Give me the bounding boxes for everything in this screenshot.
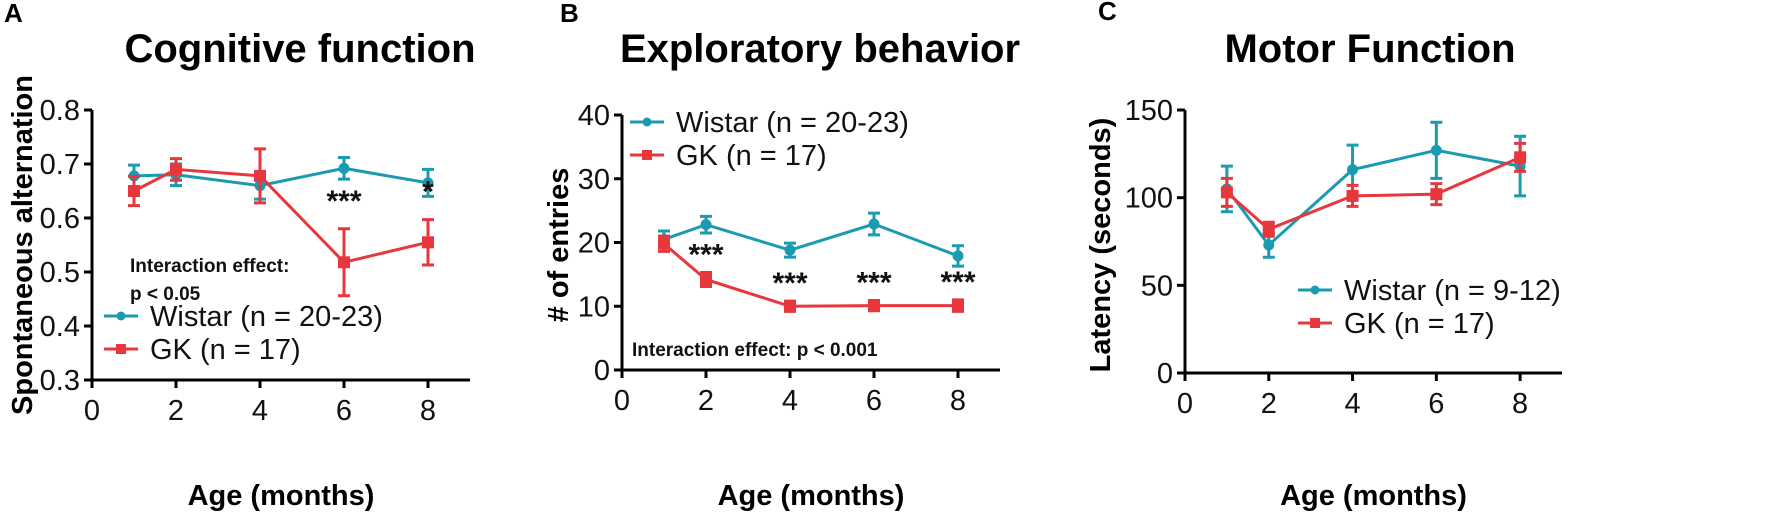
chart-title: Cognitive function [124, 27, 475, 71]
y-tick-label: 0.6 [40, 203, 80, 235]
y-tick-label: 100 [1125, 183, 1173, 215]
x-tick-label: 6 [336, 395, 352, 427]
legend-marker [642, 117, 652, 127]
legend-marker [1310, 285, 1320, 295]
data-point [1346, 189, 1359, 202]
data-point [952, 299, 964, 312]
x-tick-label: 6 [1428, 388, 1444, 420]
x-axis-label: Age (months) [1280, 480, 1467, 512]
y-tick-label: 40 [578, 100, 610, 132]
legend-label: Wistar (n = 20-23) [150, 301, 383, 333]
panel-a: A Cognitive function Spontaneous alternati… [4, 0, 476, 512]
data-point [784, 300, 796, 313]
significance-marker: *** [326, 185, 361, 218]
x-axis-label: Age (months) [718, 480, 905, 512]
data-point [422, 177, 434, 189]
y-tick-label: 10 [578, 291, 610, 323]
legend-marker [1310, 318, 1320, 328]
chart-title: Motor Function [1224, 27, 1515, 71]
significance-marker: *** [688, 238, 723, 271]
data-point [1347, 164, 1359, 176]
series-line [1225, 155, 1521, 231]
y-tick-label: 150 [1125, 95, 1173, 127]
panel-b: B Exploratory behavior # of entries Age (mo… [543, 0, 1020, 512]
data-point [700, 273, 712, 286]
significance-marker: *** [940, 266, 975, 299]
series-gk [1220, 141, 1527, 238]
data-point [1430, 188, 1443, 201]
panel-c: C Motor Function Latency (seconds) Age (mon… [1085, 0, 1562, 512]
x-tick-label: 8 [420, 395, 436, 427]
x-tick-label: 4 [252, 395, 268, 427]
data-point [1263, 239, 1275, 251]
legend-label: GK (n = 17) [150, 334, 301, 366]
data-point [1514, 151, 1527, 164]
panel-letter: B [560, 0, 579, 28]
legend-label: GK (n = 17) [676, 140, 827, 172]
y-tick-label: 0.5 [40, 257, 80, 289]
data-point [868, 299, 880, 312]
data-point [868, 218, 880, 230]
significance-marker: * [422, 176, 434, 209]
interaction-note: p < 0.05 [130, 284, 201, 305]
x-tick-label: 4 [782, 385, 798, 417]
data-point [1262, 223, 1275, 236]
series-gk [658, 234, 964, 313]
chart-title: Exploratory behavior [620, 27, 1020, 71]
y-tick-label: 0 [594, 355, 610, 387]
series-line [133, 167, 429, 264]
x-tick-label: 0 [84, 395, 100, 427]
x-tick-label: 4 [1344, 388, 1360, 420]
interaction-note: Interaction effect: [130, 256, 289, 277]
x-tick-label: 2 [1261, 388, 1277, 420]
legend-marker [642, 150, 652, 160]
legend-label: Wistar (n = 9-12) [1344, 275, 1561, 307]
x-tick-label: 8 [1512, 388, 1528, 420]
data-point [658, 237, 670, 250]
data-point [338, 256, 350, 269]
y-tick-label: 0 [1157, 358, 1173, 390]
significance-marker: *** [856, 267, 891, 300]
panel-letter: A [4, 0, 23, 28]
data-point [700, 219, 712, 231]
y-axis-label: # of entries [543, 168, 575, 323]
legend-marker [116, 311, 126, 321]
series-gk [128, 147, 434, 298]
y-tick-label: 20 [578, 228, 610, 260]
y-tick-label: 30 [578, 164, 610, 196]
panel-letter: C [1098, 0, 1117, 26]
data-point [1430, 144, 1442, 156]
x-tick-label: 2 [698, 385, 714, 417]
x-tick-label: 0 [1177, 388, 1193, 420]
data-point [128, 185, 140, 197]
significance-marker: *** [772, 267, 807, 300]
data-point [1220, 186, 1233, 199]
x-tick-label: 0 [614, 385, 630, 417]
y-tick-label: 50 [1141, 270, 1173, 302]
y-tick-label: 0.4 [40, 311, 80, 343]
x-tick-label: 6 [866, 385, 882, 417]
data-point [170, 163, 182, 176]
legend-marker [116, 344, 126, 354]
data-point [952, 250, 964, 262]
x-tick-label: 2 [168, 395, 184, 427]
y-axis-label: Spontaneous alternation [7, 75, 39, 415]
y-tick-label: 0.7 [40, 149, 80, 181]
y-tick-label: 0.8 [40, 95, 80, 127]
data-point [422, 236, 434, 249]
data-point [338, 162, 350, 174]
y-tick-label: 0.3 [40, 365, 80, 397]
legend-label: Wistar (n = 20-23) [676, 107, 909, 139]
data-point [784, 244, 796, 256]
legend-label: GK (n = 17) [1344, 308, 1495, 340]
x-tick-label: 8 [950, 385, 966, 417]
data-point [254, 169, 266, 182]
y-axis-label: Latency (seconds) [1085, 118, 1117, 373]
interaction-note: Interaction effect: p < 0.001 [632, 340, 878, 361]
x-axis-label: Age (months) [188, 480, 375, 512]
